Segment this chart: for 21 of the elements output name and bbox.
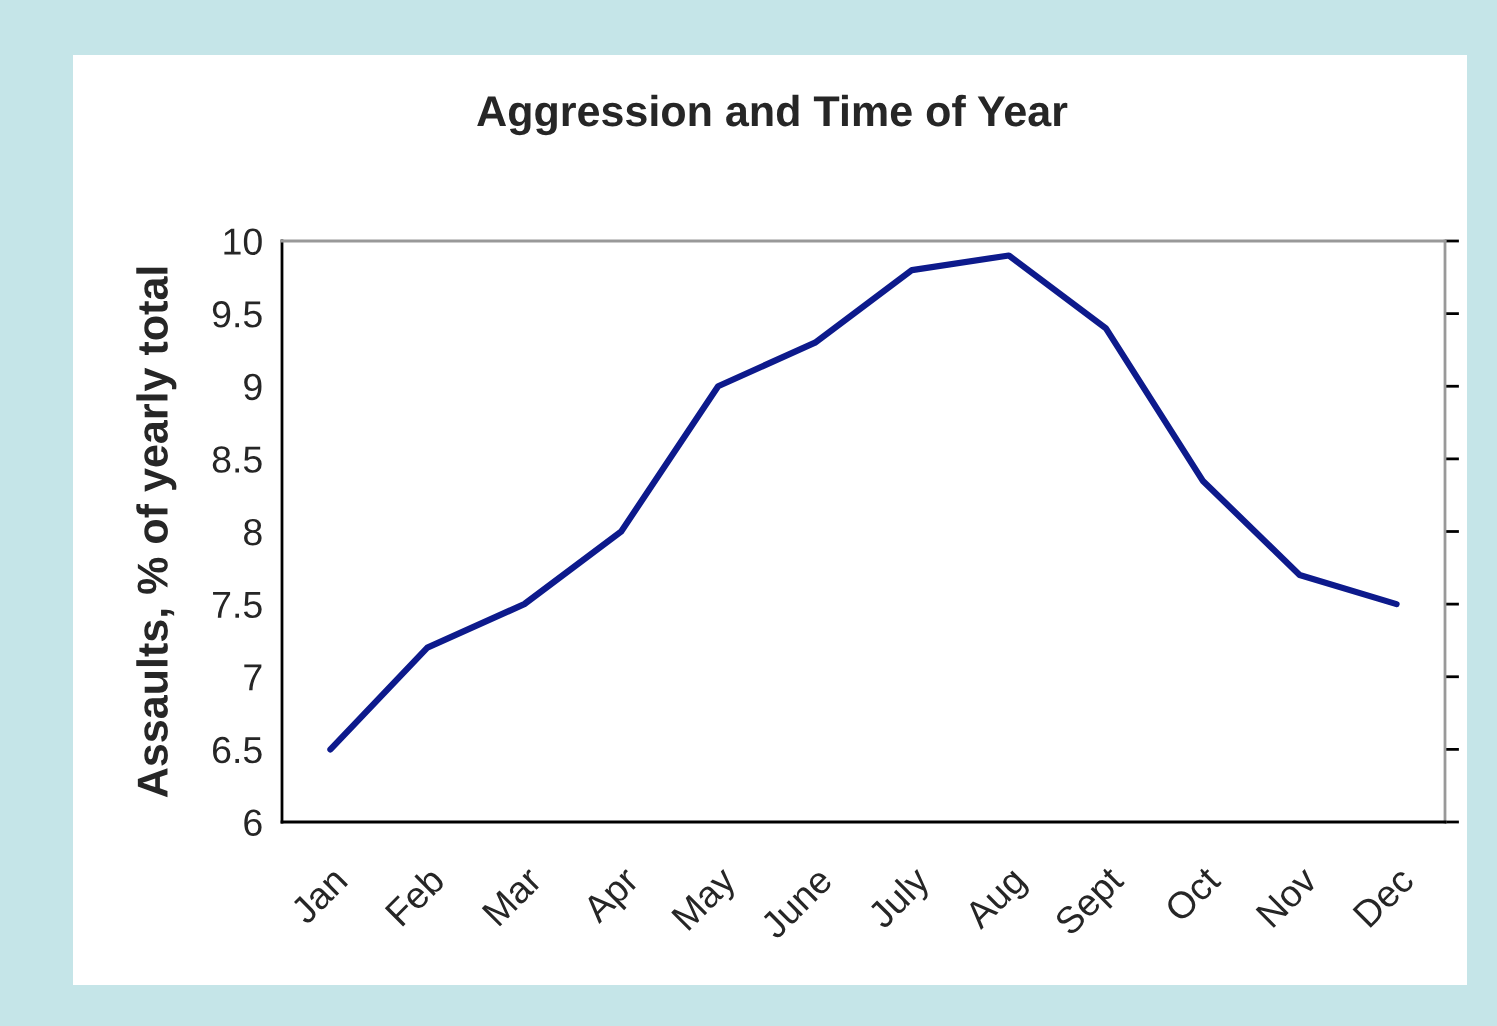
- y-tick-label: 6.5: [213, 736, 262, 764]
- y-tick-label: 9: [244, 373, 262, 401]
- x-tick-label: Nov: [1255, 864, 1320, 929]
- x-tick-label: Jan: [289, 866, 349, 926]
- x-tick-label: Dec: [1352, 865, 1416, 929]
- x-tick-label: May: [671, 864, 743, 937]
- y-tick-label: 8: [244, 518, 262, 546]
- y-tick-label: 8.5: [212, 446, 262, 473]
- y-tick-label: 9.5: [212, 301, 262, 328]
- y-tick-label: 7: [244, 664, 262, 691]
- y-tick-label: 10: [224, 228, 262, 255]
- y-axis-title: Assaults, % of yearly total: [136, 267, 177, 798]
- y-tick-label: 6: [244, 809, 262, 836]
- chart-title: Aggression and Time of Year: [477, 94, 1068, 136]
- x-tick-label: July: [865, 863, 937, 936]
- y-tick-label: 7.5: [213, 591, 262, 619]
- x-tick-label: Mar: [481, 865, 544, 927]
- x-tick-label: Aug: [962, 866, 1032, 936]
- x-tick-label: Apr: [580, 865, 646, 930]
- x-tick-label: Feb: [383, 864, 446, 927]
- x-tick-label: Oct: [1163, 864, 1222, 924]
